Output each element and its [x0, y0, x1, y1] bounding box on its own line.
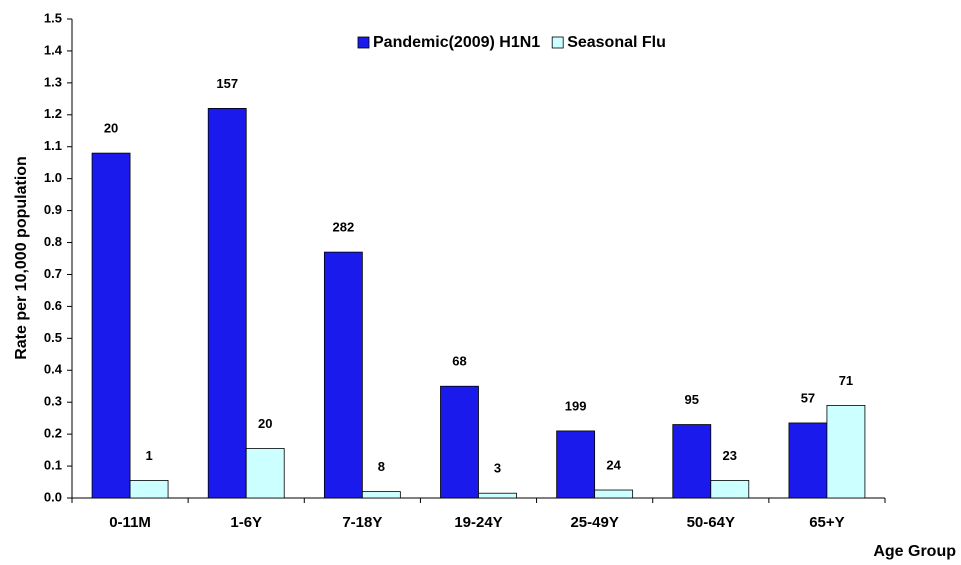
bar-label: 8: [378, 459, 385, 474]
bar-label: 157: [216, 76, 238, 91]
legend-swatch: [357, 36, 370, 49]
bar-label: 95: [685, 392, 699, 407]
y-tick-label: 1.3: [44, 74, 62, 89]
legend-label: Pandemic(2009) H1N1: [373, 34, 540, 51]
bar-label: 23: [723, 448, 737, 463]
bar: [129, 480, 169, 499]
bar-label: 20: [258, 416, 272, 431]
y-tick-label: 0.4: [44, 362, 63, 377]
y-tick-label: 0.5: [44, 330, 62, 345]
bar: [556, 430, 596, 499]
bar: [710, 480, 750, 499]
bar-label: 1: [145, 448, 152, 463]
bar: [323, 251, 363, 499]
y-tick-label: 1.2: [44, 106, 62, 121]
y-tick-label: 1.1: [44, 138, 62, 153]
bar: [245, 448, 285, 499]
y-tick-label: 1.5: [44, 10, 62, 25]
bar: [594, 489, 634, 499]
bar: [788, 422, 828, 499]
bar-label: 199: [565, 398, 587, 413]
x-tick-label: 25-49Y: [570, 514, 618, 531]
y-tick-label: 0.0: [44, 489, 62, 504]
bar: [207, 108, 247, 499]
y-tick-label: 1.4: [44, 42, 63, 57]
y-tick-label: 0.8: [44, 234, 62, 249]
bar-label: 57: [801, 390, 815, 405]
y-tick-label: 0.1: [44, 458, 62, 473]
y-axis-label: Rate per 10,000 population: [13, 156, 30, 360]
bar: [91, 152, 131, 499]
bar: [478, 492, 517, 499]
y-tick-label: 0.7: [44, 266, 62, 281]
bar-label: 20: [104, 121, 118, 136]
y-tick-label: 0.9: [44, 202, 62, 217]
legend-label: Seasonal Flu: [567, 34, 666, 51]
y-tick-label: 0.6: [44, 298, 62, 313]
bar: [440, 385, 479, 499]
x-tick-label: 65+Y: [809, 514, 844, 531]
bar-label: 3: [494, 461, 501, 476]
bar-label: 71: [839, 373, 853, 388]
bar: [826, 404, 866, 499]
bar: [361, 491, 401, 499]
y-tick-label: 1.0: [44, 170, 62, 185]
x-tick-label: 0-11M: [109, 514, 151, 531]
y-tick-label: 0.3: [44, 394, 62, 409]
x-tick-label: 1-6Y: [230, 514, 262, 531]
legend-swatch: [551, 36, 564, 49]
bar-label: 24: [606, 457, 621, 472]
bar: [672, 424, 712, 499]
y-tick-label: 0.2: [44, 426, 62, 441]
x-tick-label: 19-24Y: [454, 514, 502, 531]
bar-label: 282: [333, 220, 355, 235]
bar-label: 68: [452, 354, 466, 369]
x-tick-label: 50-64Y: [687, 514, 735, 531]
x-tick-label: 7-18Y: [342, 514, 382, 531]
x-axis-label: Age Group: [873, 543, 956, 560]
